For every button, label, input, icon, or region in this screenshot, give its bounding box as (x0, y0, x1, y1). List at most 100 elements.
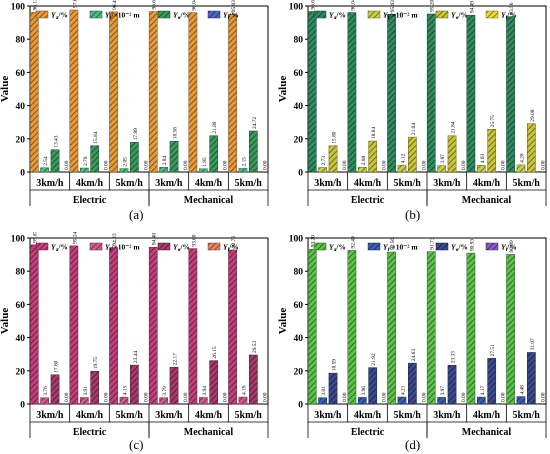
legend-label: Yf/×10⁻² m (105, 243, 140, 254)
x-tick-label: 5km/h (116, 178, 144, 189)
bar (69, 9, 79, 173)
data-label: 0.00 (64, 160, 70, 170)
data-label: 2.73 (321, 156, 327, 166)
bar (437, 165, 446, 173)
data-label: 15.84 (93, 131, 99, 143)
x-tick-label: 4km/h (473, 178, 501, 189)
data-label: 0.00 (421, 160, 427, 170)
legend-swatch (207, 242, 221, 251)
data-label: 2.54 (43, 156, 49, 166)
y-axis-label: Value (0, 76, 11, 103)
x-tick-label: 4km/h (76, 178, 104, 189)
bar (516, 164, 526, 173)
legend-label: Yl/% (501, 11, 517, 22)
legend-label: Ya/% (329, 243, 346, 254)
data-label: 26.15 (212, 346, 218, 358)
data-label: 0.00 (143, 160, 149, 170)
bar (516, 396, 526, 405)
data-label: 93.60 (191, 234, 197, 246)
data-label: 0.00 (342, 392, 348, 402)
y-tick-label: 40 (16, 102, 26, 112)
bar (408, 362, 417, 405)
data-label: 96.13 (33, 0, 39, 10)
data-label: 3.94 (202, 386, 208, 396)
data-label: 2.88 (361, 155, 367, 165)
bar (347, 250, 357, 405)
data-label: 95.03 (231, 0, 237, 12)
data-label: 0.00 (64, 392, 70, 402)
data-label: 21.04 (411, 123, 417, 135)
y-axis-label: Value (278, 308, 289, 335)
group-label: Electric (351, 195, 385, 206)
bar (50, 149, 60, 173)
x-tick-label: 4km/h (195, 410, 223, 421)
bar (209, 135, 219, 173)
bar (79, 397, 89, 405)
group-label: Electric (73, 427, 107, 438)
data-label: 4.28 (519, 153, 525, 163)
legend-label: Yo/% (451, 243, 468, 254)
y-tick-label: 20 (16, 135, 26, 145)
data-label: 0.00 (501, 160, 507, 170)
data-label: 2.84 (162, 156, 168, 166)
x-tick-label: 5km/h (116, 410, 144, 421)
group-label: Mechanical (184, 195, 234, 206)
data-label: 96.67 (311, 0, 317, 10)
data-label: 93.20 (311, 235, 317, 247)
bar (426, 13, 436, 173)
legend-swatch (89, 10, 103, 19)
data-label: 4.15 (122, 385, 128, 395)
data-label: 0.00 (540, 392, 546, 402)
bar (40, 397, 49, 405)
subplot-a: 0 20 40 60 80 100 Value 96.13 2.54 13.43 0.00 3km/h… (0, 0, 272, 206)
bar (357, 166, 367, 173)
data-label: 95.03 (390, 0, 396, 12)
bar (318, 397, 327, 405)
legend-label: Yl/% (501, 243, 517, 254)
bar (476, 396, 486, 405)
data-label: 21.89 (212, 121, 218, 133)
bar (228, 14, 237, 173)
bar (109, 247, 118, 405)
data-label: 94.23 (112, 233, 118, 245)
caption-b: (b) (405, 207, 421, 222)
data-label: 2.70 (83, 156, 89, 166)
legend-swatch (157, 242, 171, 251)
data-label: 13.43 (54, 135, 60, 147)
y-axis-label: Value (278, 76, 289, 103)
data-label: 0.00 (143, 392, 149, 402)
bar (169, 366, 179, 405)
bar (506, 16, 515, 173)
bar (318, 167, 327, 173)
caption-a: (a) (129, 207, 144, 222)
x-tick-label: 3km/h (36, 410, 64, 421)
x-tick-label: 5km/h (513, 178, 541, 189)
bar (159, 167, 168, 173)
bar (119, 168, 129, 173)
data-label: 90.93 (469, 239, 475, 251)
x-tick-label: 4km/h (473, 410, 501, 421)
legend-label: Yf/×10⁻² m (383, 11, 418, 22)
legend-swatch (367, 242, 381, 251)
y-tick-label: 20 (294, 367, 304, 377)
chart-svg: 0 20 40 60 80 100 Value 96.13 2.54 13.43 0.00 3km/h… (0, 0, 269, 206)
bar (209, 360, 219, 405)
bar (50, 374, 60, 405)
data-label: 4.17 (480, 385, 486, 395)
x-tick-label: 3km/h (314, 178, 342, 189)
legend-swatch (313, 242, 327, 251)
caption-d: (d) (405, 437, 421, 452)
data-label: 92.49 (350, 236, 356, 248)
y-tick-label: 20 (294, 135, 304, 145)
bar (40, 167, 49, 173)
data-label: 0.00 (104, 160, 110, 170)
data-label: 15.80 (332, 131, 338, 143)
x-tick-label: 3km/h (36, 178, 64, 189)
data-label: 0.00 (382, 160, 388, 170)
x-tick-label: 5km/h (513, 410, 541, 421)
subplot-c: 0 20 40 60 80 100 Value 95.87 3.76 17.60 0.00 3km/h… (0, 232, 272, 438)
data-label: 23.33 (451, 351, 457, 363)
bar (90, 370, 100, 405)
data-label: 0.00 (183, 392, 189, 402)
x-tick-label: 3km/h (155, 178, 183, 189)
